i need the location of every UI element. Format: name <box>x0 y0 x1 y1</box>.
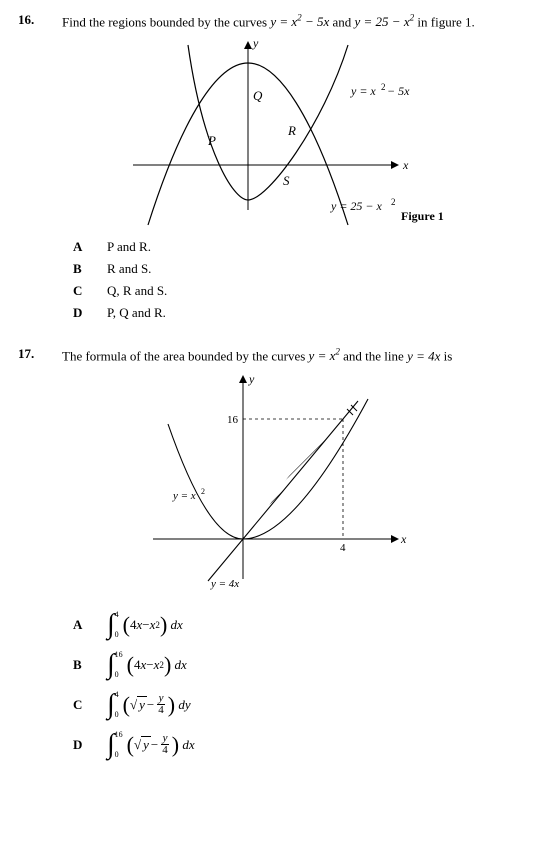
integral-limits: 4 0 <box>115 691 119 719</box>
svg-text:P: P <box>207 133 216 148</box>
lower-limit: 0 <box>115 711 119 719</box>
integrand: (4x − x2) dx <box>127 656 187 674</box>
choice-text: P and R. <box>107 239 151 255</box>
integral-symbol: ∫ <box>107 735 115 755</box>
question-16: 16. Find the regions bounded by the curv… <box>18 12 528 322</box>
integral-limits: 4 0 <box>115 611 119 639</box>
q16-mid: and <box>332 14 354 29</box>
upper-limit: 16 <box>115 731 123 739</box>
q16-choices: A P and R. B R and S. C Q, R and S. D P,… <box>73 238 528 322</box>
integrand: (√y − y4 ) dy <box>123 693 191 716</box>
svg-text:y: y <box>248 372 255 386</box>
choice-math: ∫ 4 0 (4x − x2) dx <box>107 611 183 639</box>
q17-text-prefix: The formula of the area bounded by the c… <box>62 348 309 363</box>
svg-text:y = x: y = x <box>172 490 196 502</box>
q17-choice-b: B ∫ 16 0 (4x − x2) dx <box>73 647 528 683</box>
figure-2-wrap: y x 16 4 y = x 2 y = 4x <box>18 369 528 599</box>
svg-text:2: 2 <box>201 487 205 496</box>
integral: ∫ 4 0 <box>107 691 123 719</box>
choice-text: P, Q and R. <box>107 305 166 321</box>
choice-label: D <box>73 737 107 753</box>
choice-label: C <box>73 697 107 713</box>
q17-choice-c: C ∫ 4 0 (√y − y4 ) dy <box>73 687 528 723</box>
svg-text:x: x <box>402 158 409 172</box>
q16-choice-b: B R and S. <box>73 260 528 278</box>
choice-label: A <box>73 617 107 633</box>
integrand: (4x − x2) dx <box>123 616 183 634</box>
q16-text-prefix: Find the regions bounded by the curves <box>62 14 270 29</box>
svg-text:2: 2 <box>381 82 386 92</box>
choice-label: B <box>73 657 107 673</box>
svg-text:2: 2 <box>391 197 396 207</box>
question-number: 17. <box>18 346 62 362</box>
choice-math: ∫ 16 0 (4x − x2) dx <box>107 651 187 679</box>
question-17-header: 17. The formula of the area bounded by t… <box>18 346 528 365</box>
q16-suffix: in figure 1. <box>417 14 474 29</box>
svg-text:R: R <box>287 123 296 138</box>
figure-2: y x 16 4 y = x 2 y = 4x <box>133 369 413 599</box>
svg-text:x: x <box>400 532 407 546</box>
integral-symbol: ∫ <box>107 615 115 635</box>
choice-label: C <box>73 283 107 299</box>
integral-symbol: ∫ <box>107 655 115 675</box>
svg-text:Q: Q <box>253 88 263 103</box>
integral: ∫ 4 0 <box>107 611 123 639</box>
integrand: (√y − y4 ) dx <box>127 733 195 756</box>
svg-text:y = x: y = x <box>350 84 376 98</box>
svg-text:Figure 1: Figure 1 <box>401 209 444 223</box>
svg-text:16: 16 <box>227 414 239 426</box>
question-text: The formula of the area bounded by the c… <box>62 346 528 365</box>
integral-limits: 16 0 <box>115 651 123 679</box>
integral: ∫ 16 0 <box>107 731 127 759</box>
q16-choice-d: D P, Q and R. <box>73 304 528 322</box>
choice-math: ∫ 16 0 (√y − y4 ) dx <box>107 731 195 759</box>
svg-text:y = 25 − x: y = 25 − x <box>330 199 383 213</box>
question-16-header: 16. Find the regions bounded by the curv… <box>18 12 528 31</box>
q17-eq1: y = x2 <box>309 348 340 363</box>
upper-limit: 16 <box>115 651 123 659</box>
question-text: Find the regions bounded by the curves y… <box>62 12 528 31</box>
q16-eq1: y = x2 − 5x <box>270 14 329 29</box>
integral-limits: 16 0 <box>115 731 123 759</box>
figure-1: y x P Q R S y = x 2 − 5x y = 25 − x 2 Fi… <box>93 35 453 230</box>
q16-choice-a: A P and R. <box>73 238 528 256</box>
q17-choice-a: A ∫ 4 0 (4x − x2) dx <box>73 607 528 643</box>
choice-label: D <box>73 305 107 321</box>
q17-eq2: y = 4x <box>407 348 440 363</box>
lower-limit: 0 <box>115 671 123 679</box>
lower-limit: 0 <box>115 631 119 639</box>
svg-text:4: 4 <box>340 542 346 554</box>
question-number: 16. <box>18 12 62 28</box>
choice-text: Q, R and S. <box>107 283 167 299</box>
upper-limit: 4 <box>115 691 119 699</box>
integral: ∫ 16 0 <box>107 651 127 679</box>
integral-symbol: ∫ <box>107 695 115 715</box>
upper-limit: 4 <box>115 611 119 619</box>
q17-mid: and the line <box>343 348 407 363</box>
question-17: 17. The formula of the area bounded by t… <box>18 346 528 763</box>
q16-eq2: y = 25 − x2 <box>355 14 415 29</box>
figure-1-wrap: y x P Q R S y = x 2 − 5x y = 25 − x 2 Fi… <box>18 35 528 230</box>
svg-text:y = 4x: y = 4x <box>210 578 239 590</box>
svg-text:S: S <box>283 173 290 188</box>
q17-choices: A ∫ 4 0 (4x − x2) dx B ∫ <box>73 607 528 763</box>
q17-choice-d: D ∫ 16 0 (√y − y4 ) dx <box>73 727 528 763</box>
svg-text:− 5x: − 5x <box>387 84 410 98</box>
choice-math: ∫ 4 0 (√y − y4 ) dy <box>107 691 191 719</box>
lower-limit: 0 <box>115 751 123 759</box>
choice-text: R and S. <box>107 261 151 277</box>
svg-text:y: y <box>252 36 259 50</box>
choice-label: B <box>73 261 107 277</box>
q17-suffix: is <box>444 348 453 363</box>
choice-label: A <box>73 239 107 255</box>
q16-choice-c: C Q, R and S. <box>73 282 528 300</box>
